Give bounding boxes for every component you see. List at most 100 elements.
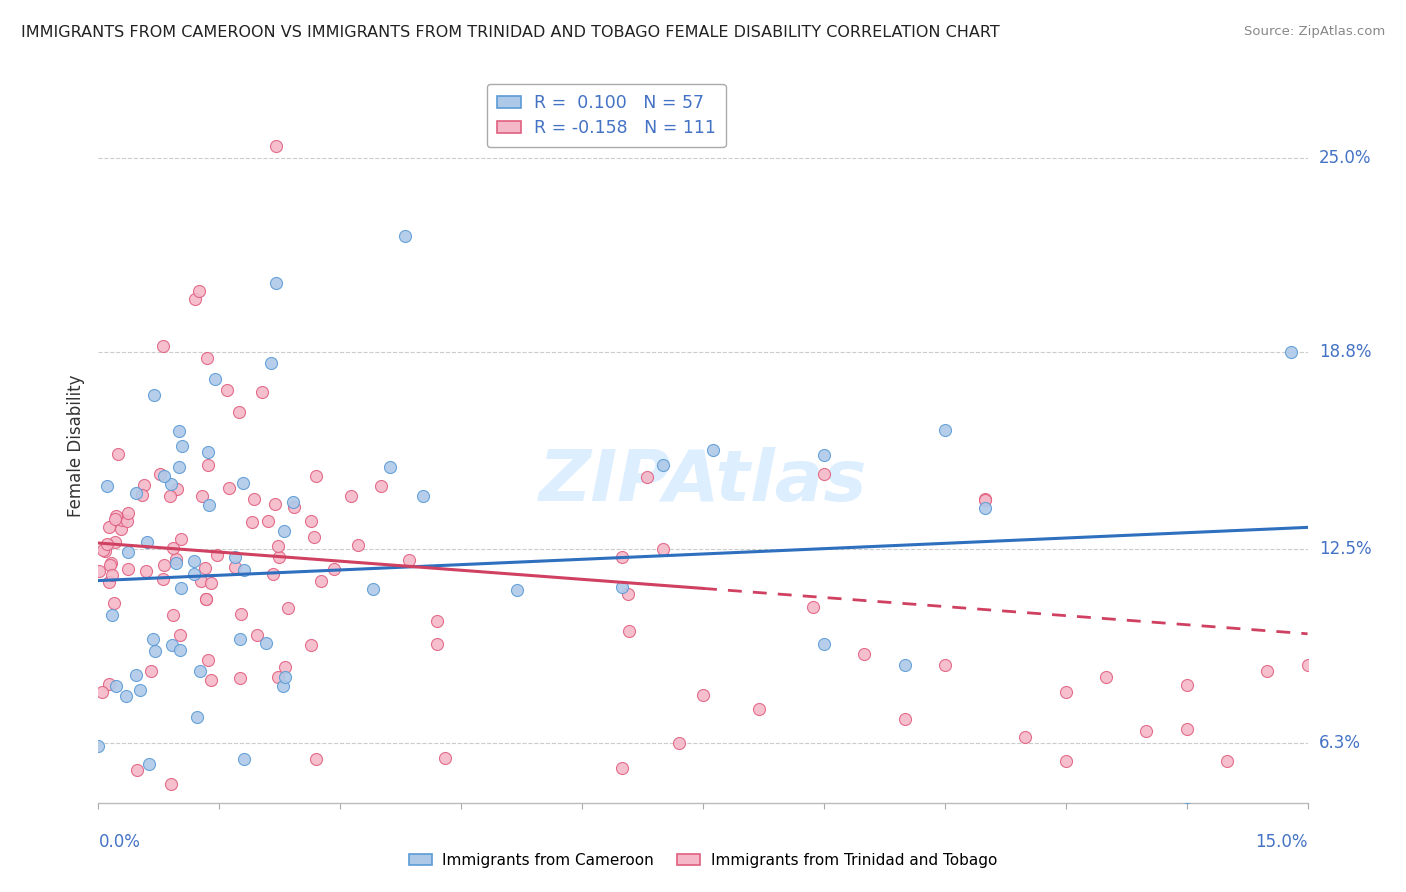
Point	[153, 558, 176, 572]
Point	[240, 515, 263, 529]
Point	[412, 489, 434, 503]
Point	[267, 539, 290, 553]
Point	[165, 551, 187, 566]
Point	[702, 443, 724, 458]
Point	[246, 628, 269, 642]
Point	[1281, 345, 1303, 359]
Point	[160, 638, 183, 652]
Point	[281, 495, 304, 509]
Point	[159, 476, 181, 491]
Point	[91, 543, 114, 558]
Point	[197, 444, 219, 458]
Point	[361, 582, 384, 596]
Point	[136, 535, 159, 549]
Point	[167, 460, 190, 475]
Point	[250, 384, 273, 399]
Point	[170, 581, 193, 595]
Point	[166, 482, 188, 496]
Point	[117, 514, 139, 528]
Point	[651, 541, 673, 556]
Point	[380, 459, 402, 474]
Point	[394, 229, 416, 244]
Point	[274, 670, 297, 684]
Text: 18.8%: 18.8%	[1319, 343, 1371, 361]
Point	[104, 512, 127, 526]
Text: Source: ZipAtlas.com: Source: ZipAtlas.com	[1244, 25, 1385, 38]
Point	[167, 425, 190, 439]
Point	[305, 752, 328, 766]
Point	[111, 513, 134, 527]
Point	[974, 501, 997, 516]
Point	[264, 277, 287, 291]
Point	[104, 534, 127, 549]
Point	[87, 739, 110, 754]
Point	[170, 532, 193, 546]
Text: 0.0%: 0.0%	[98, 833, 141, 851]
Point	[398, 553, 420, 567]
Point	[105, 679, 128, 693]
Y-axis label: Female Disability: Female Disability	[66, 375, 84, 517]
Point	[612, 761, 634, 775]
Point	[89, 564, 111, 578]
Point	[105, 509, 128, 524]
Point	[934, 423, 956, 437]
Point	[101, 568, 124, 582]
Point	[197, 653, 219, 667]
Point	[426, 637, 449, 651]
Point	[636, 470, 658, 484]
Point	[197, 498, 219, 512]
Point	[934, 658, 956, 673]
Point	[125, 668, 148, 682]
Point	[96, 537, 118, 551]
Point	[204, 372, 226, 386]
Point	[1175, 802, 1198, 816]
Point	[103, 596, 125, 610]
Point	[98, 519, 121, 533]
Point	[159, 777, 181, 791]
Point	[1135, 724, 1157, 739]
Point	[117, 507, 139, 521]
Point	[101, 608, 124, 623]
Point	[197, 458, 219, 472]
Point	[813, 467, 835, 481]
Point	[200, 576, 222, 591]
Point	[260, 356, 283, 370]
Point	[205, 548, 228, 562]
Point	[692, 688, 714, 702]
Point	[94, 544, 117, 558]
Point	[224, 560, 246, 574]
Point	[267, 550, 290, 565]
Point	[346, 538, 368, 552]
Point	[159, 489, 181, 503]
Point	[188, 285, 211, 299]
Point	[98, 574, 121, 589]
Point	[803, 600, 825, 615]
Point	[256, 515, 278, 529]
Point	[141, 665, 163, 679]
Point	[1054, 684, 1077, 698]
Point	[273, 524, 295, 539]
Point	[283, 500, 305, 514]
Point	[264, 138, 287, 153]
Point	[149, 467, 172, 482]
Point	[117, 545, 139, 559]
Point	[125, 763, 148, 777]
Point	[309, 574, 332, 589]
Point	[228, 671, 250, 685]
Point	[165, 556, 187, 570]
Point	[117, 562, 139, 576]
Point	[143, 644, 166, 658]
Point	[1175, 677, 1198, 691]
Point	[974, 492, 997, 507]
Point	[506, 582, 529, 597]
Point	[169, 643, 191, 657]
Point	[115, 689, 138, 703]
Point	[617, 587, 640, 601]
Point	[232, 476, 254, 491]
Text: 6.3%: 6.3%	[1319, 734, 1361, 752]
Point	[323, 562, 346, 576]
Point	[107, 447, 129, 461]
Text: 15.0%: 15.0%	[1256, 833, 1308, 851]
Point	[305, 468, 328, 483]
Point	[91, 684, 114, 698]
